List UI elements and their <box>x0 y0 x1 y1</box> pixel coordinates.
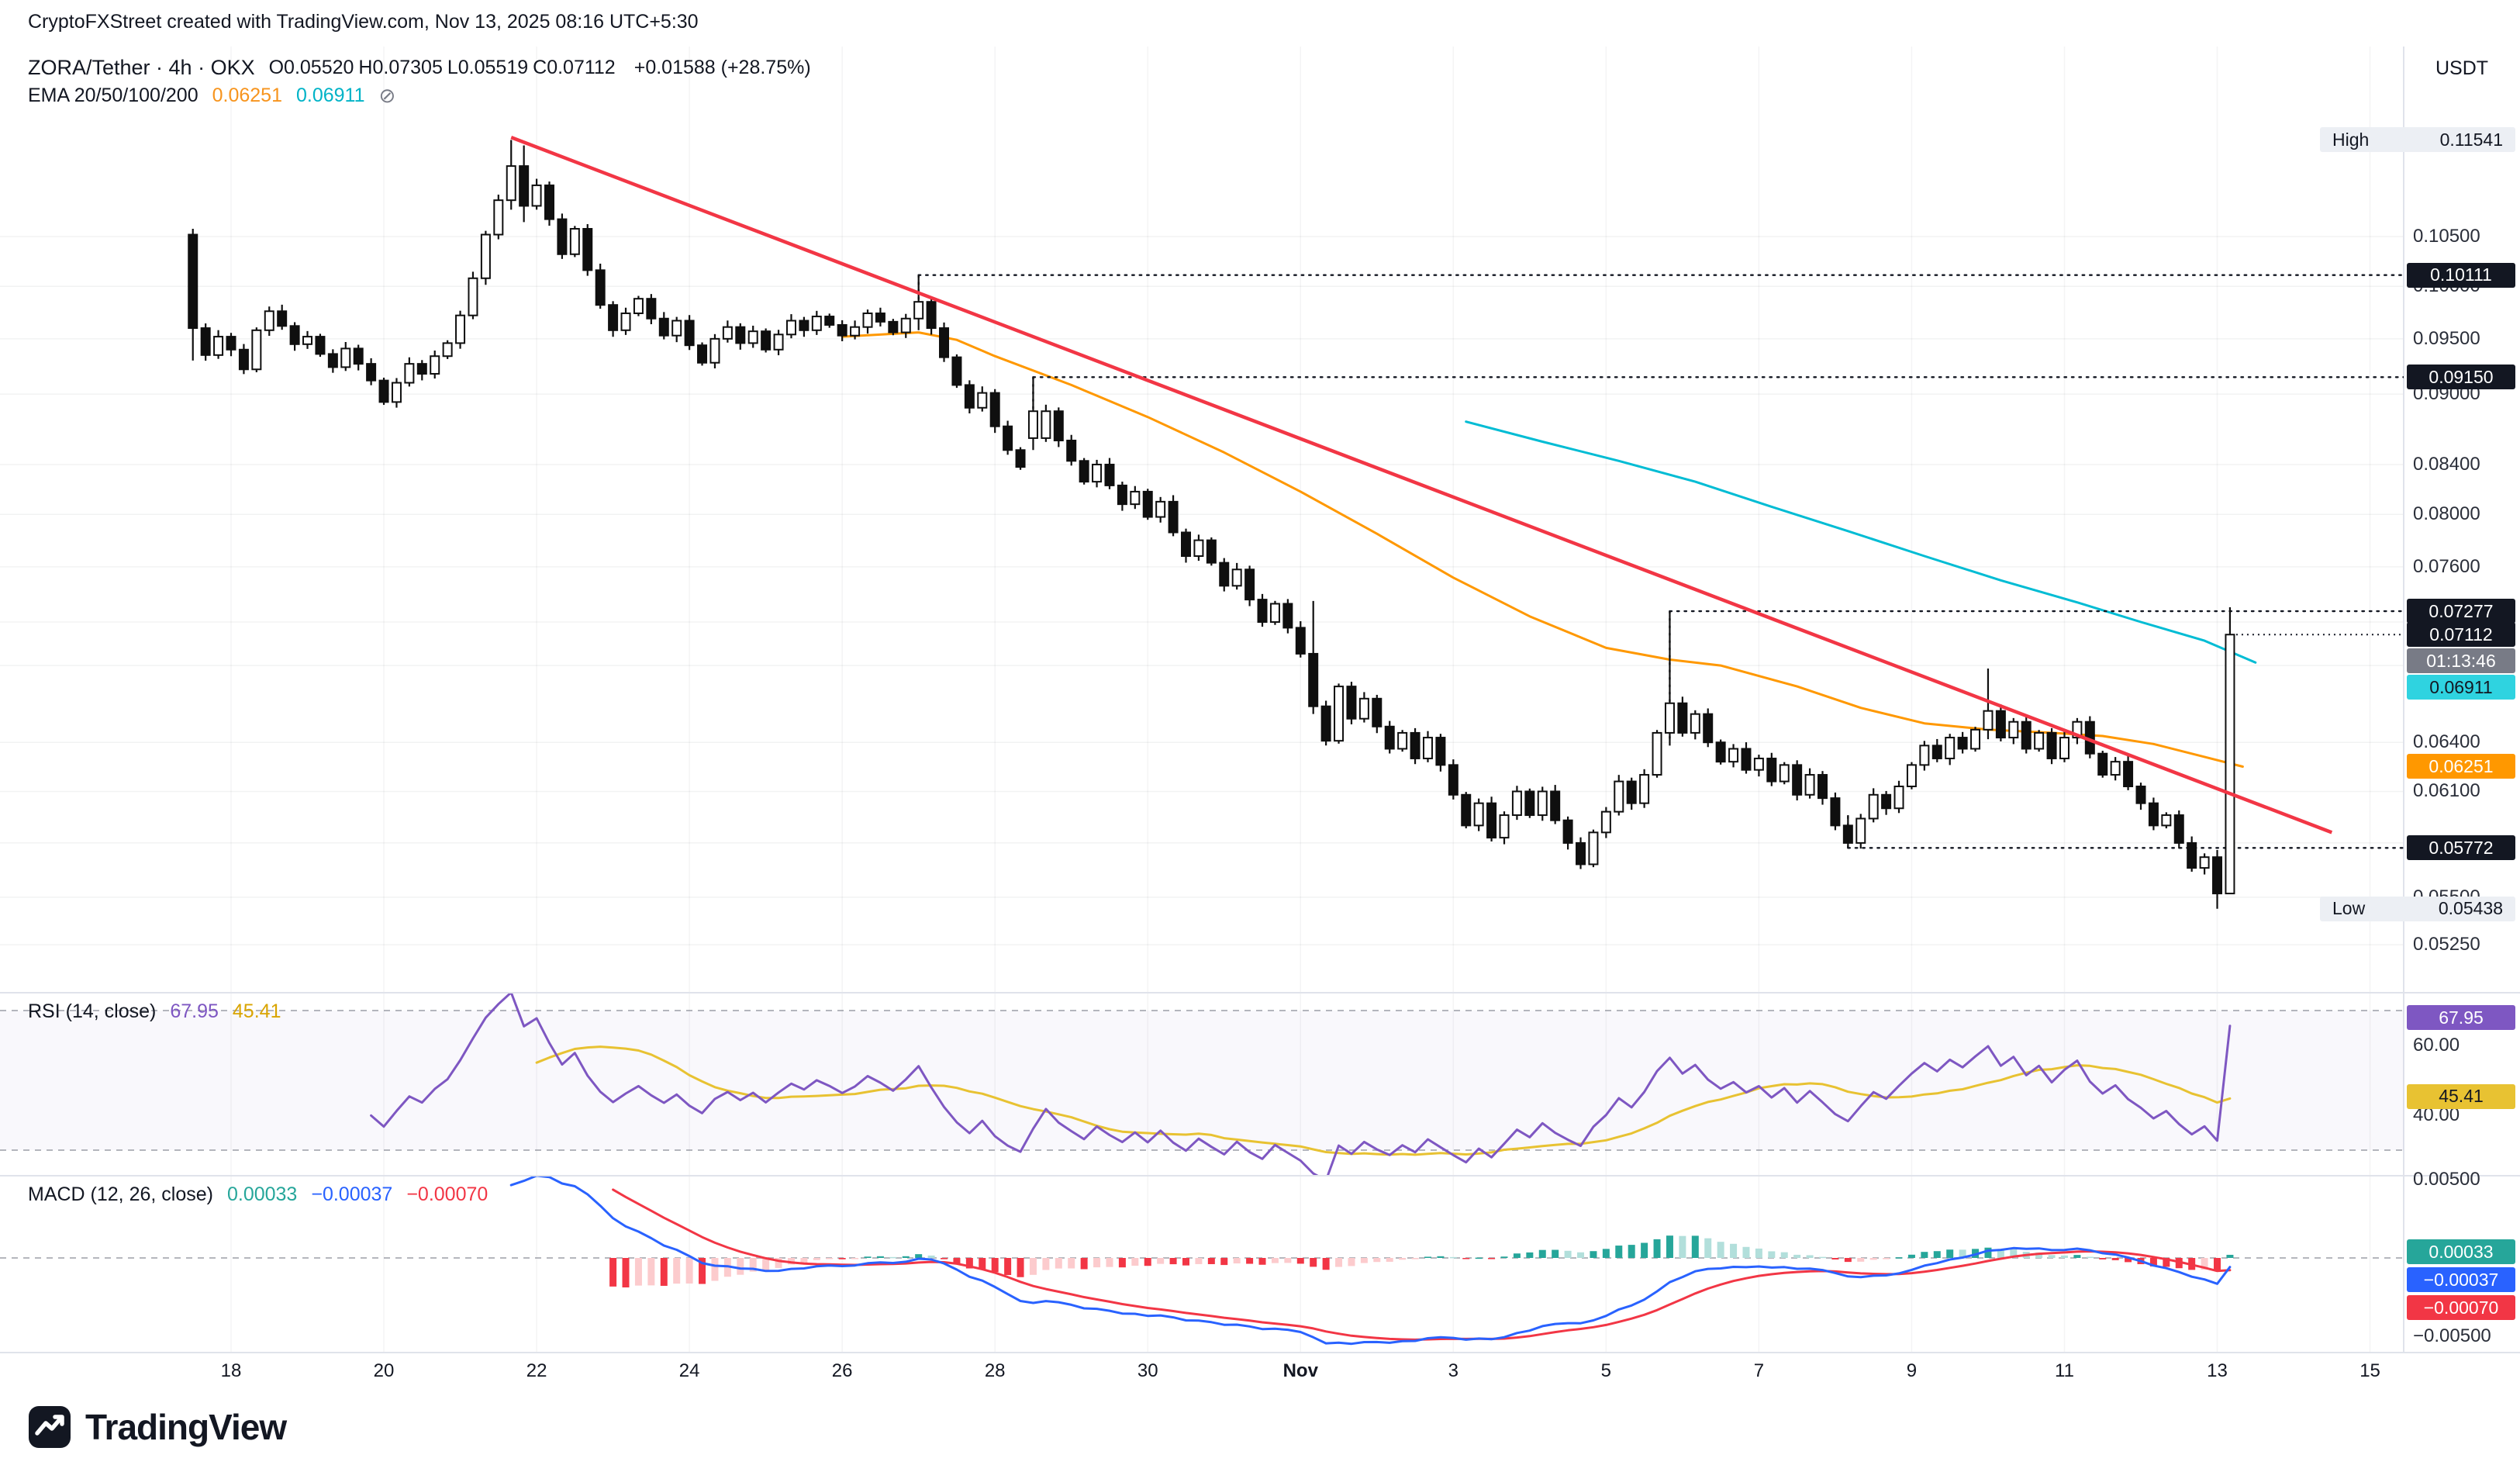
macd-hist-value: 0.00033 <box>226 1183 298 1205</box>
price-axis-box: 01:13:46 <box>2407 648 2515 673</box>
ohlc-values: O0.05520 H0.07305 L0.05519 C0.07112 <box>269 57 620 79</box>
time-axis-label: 15 <box>2359 1360 2380 1381</box>
low-marker: Low 0.05438 <box>2320 896 2515 921</box>
rsi-legend[interactable]: RSI (14, close) 67.95 45.41 <box>28 1000 281 1023</box>
time-axis-label: 30 <box>1137 1360 1158 1381</box>
hidden-series-icon[interactable]: ⊘ <box>378 84 396 107</box>
credit-line: CryptoFXStreet created with TradingView.… <box>28 11 699 33</box>
time-axis-label: 28 <box>984 1360 1006 1381</box>
time-axis-label: 13 <box>2207 1360 2228 1381</box>
time-axis-label: 18 <box>220 1360 242 1381</box>
macd-signal-value: −0.00070 <box>406 1183 488 1205</box>
time-axis-label: 7 <box>1753 1360 1765 1381</box>
time-axis-label: 11 <box>2055 1360 2074 1381</box>
chart-canvas[interactable] <box>0 0 2520 1396</box>
tradingview-logo-text: TradingView <box>85 1407 287 1447</box>
macd-pane <box>0 1177 2404 1346</box>
price-axis-box: 0.05772 <box>2407 835 2515 861</box>
price-axis-label: 0.08400 <box>2413 453 2480 475</box>
gridlines <box>0 47 2404 1353</box>
price-axis-label: 0.08000 <box>2413 503 2480 525</box>
ohlc-item: C0.07112 <box>533 57 616 78</box>
tradingview-logo-icon <box>29 1406 71 1448</box>
time-axis-label: 22 <box>526 1360 547 1381</box>
time-axis-label: 20 <box>373 1360 395 1381</box>
price-axis-label: 0.09500 <box>2413 327 2480 349</box>
candlestick-series <box>188 140 2235 909</box>
symbol-title: ZORA/Tether · 4h · OKX <box>28 56 255 79</box>
change-value: +0.01588 (+28.75%) <box>633 57 811 78</box>
ema-title: EMA 20/50/100/200 <box>28 85 198 106</box>
price-axis-box: −0.00037 <box>2407 1267 2515 1292</box>
ohlc-item: O0.05520 <box>268 57 354 78</box>
rsi-pane <box>0 993 2404 1175</box>
rsi-ma-value: 45.41 <box>232 1000 281 1022</box>
macd-title: MACD (12, 26, close) <box>28 1183 213 1205</box>
trendline <box>510 136 2333 834</box>
ema-lines <box>841 331 2257 768</box>
price-axis-box: 67.95 <box>2407 1005 2515 1031</box>
time-axis-label: 9 <box>1906 1360 1918 1381</box>
price-axis-box: 0.06251 <box>2407 754 2515 779</box>
price-axis-box: 0.09150 <box>2407 365 2515 390</box>
time-axis-label: 24 <box>678 1360 700 1381</box>
macd-line-value: −0.00037 <box>311 1183 393 1205</box>
price-axis-box: 0.06911 <box>2407 675 2515 700</box>
price-axis-box: 45.41 <box>2407 1083 2515 1109</box>
price-axis-label: 0.06400 <box>2413 731 2480 753</box>
price-axis-box: −0.00070 <box>2407 1295 2515 1320</box>
ema-legend[interactable]: EMA 20/50/100/200 0.06251 0.06911 ⊘ <box>28 84 395 108</box>
symbol-legend[interactable]: ZORA/Tether · 4h · OKX O0.05520 H0.07305 L… <box>28 56 811 80</box>
ohlc-item: H0.07305 <box>358 57 443 78</box>
time-axis-label: 5 <box>1600 1360 1612 1381</box>
tradingview-logo[interactable]: TradingView <box>28 1405 287 1449</box>
ema-value-orange: 0.06251 <box>212 85 282 106</box>
macd-legend[interactable]: MACD (12, 26, close) 0.00033 −0.00037 −0… <box>28 1183 488 1206</box>
ohlc-item: L0.05519 <box>447 57 529 78</box>
rsi-title: RSI (14, close) <box>28 1000 157 1022</box>
price-axis-label: 0.07600 <box>2413 555 2480 577</box>
price-axis-label: 60.00 <box>2413 1035 2460 1056</box>
price-axis-box: 0.00033 <box>2407 1239 2515 1264</box>
rsi-value: 67.95 <box>170 1000 219 1022</box>
price-axis-box: 0.07277 <box>2407 599 2515 624</box>
price-axis-label: 0.05250 <box>2413 934 2480 955</box>
price-axis-box: 0.07112 <box>2407 622 2515 648</box>
ema-value-cyan: 0.06911 <box>296 85 365 106</box>
time-axis-label: Nov <box>1282 1360 1318 1381</box>
price-axis-label: −0.00500 <box>2413 1325 2491 1346</box>
price-axis-label: 0.10500 <box>2413 226 2480 247</box>
quote-currency-label: USDT <box>2435 57 2489 79</box>
price-axis-label: 0.06100 <box>2413 780 2480 802</box>
pane-separators <box>0 47 2520 1353</box>
price-axis-label: 0.00500 <box>2413 1169 2480 1190</box>
time-axis-label: 26 <box>831 1360 853 1381</box>
price-axis-box: 0.10111 <box>2407 262 2515 288</box>
time-axis-label: 3 <box>1448 1360 1458 1381</box>
high-marker: High 0.11541 <box>2320 127 2515 153</box>
